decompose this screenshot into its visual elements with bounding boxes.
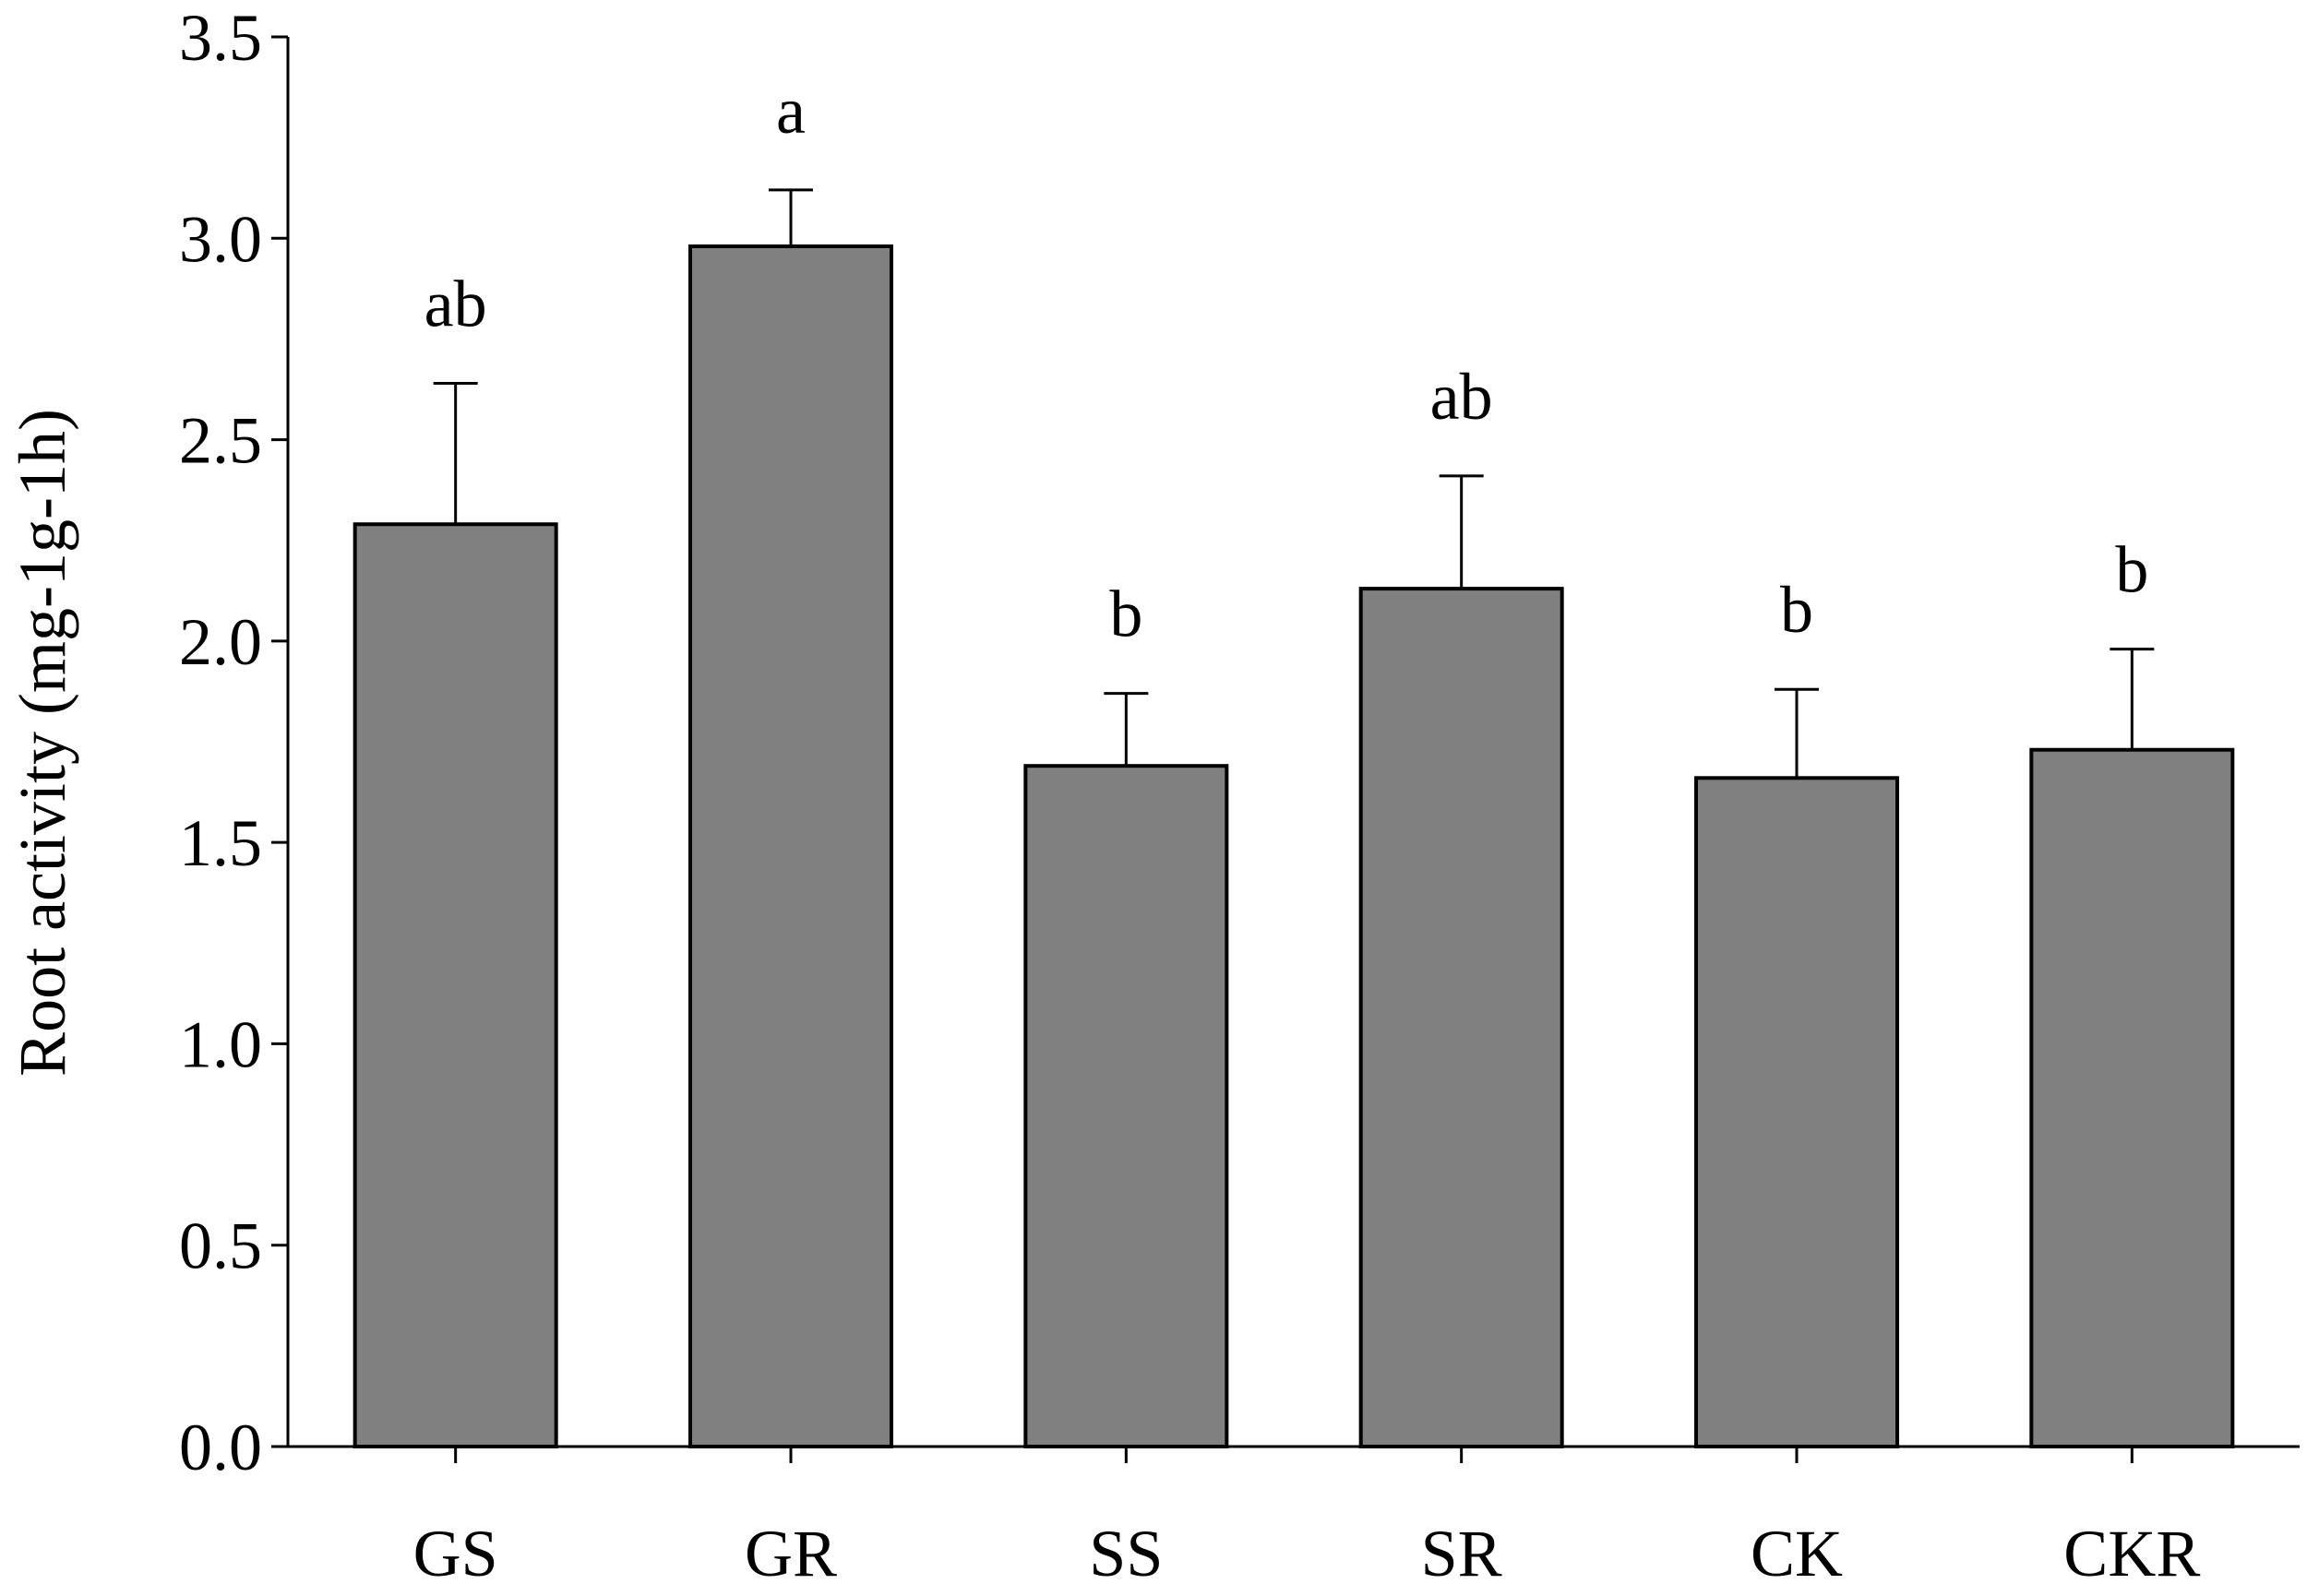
significance-label: ab — [1430, 360, 1493, 434]
y-tick-label: 3.5 — [179, 1, 262, 75]
y-tick-label: 0.5 — [179, 1209, 262, 1283]
significance-label: ab — [424, 267, 487, 340]
significance-label: b — [1780, 573, 1813, 647]
x-category-label: CKR — [2063, 1517, 2200, 1590]
bar-ckr — [2029, 747, 2235, 1448]
significance-label: b — [1109, 578, 1142, 651]
x-category-label: SS — [1089, 1517, 1163, 1590]
x-category-label: GS — [413, 1517, 498, 1590]
y-tick-label: 1.5 — [179, 806, 262, 880]
y-tick-label: 3.0 — [179, 202, 262, 276]
y-tick-label: 0.0 — [179, 1411, 262, 1484]
x-category-label: CK — [1751, 1517, 1843, 1590]
bar-ck — [1694, 776, 1899, 1448]
x-category-label: SR — [1421, 1517, 1502, 1590]
bar-gr — [688, 244, 893, 1449]
y-tick-label: 1.0 — [179, 1007, 262, 1081]
bar-gs — [353, 522, 558, 1448]
significance-label: a — [776, 74, 806, 148]
y-axis-title: Root activity (mg-1g-1h) — [6, 409, 79, 1077]
x-category-label: GR — [745, 1517, 837, 1590]
y-tick-label: 2.0 — [179, 605, 262, 679]
significance-label: b — [2115, 533, 2148, 607]
y-tick-label: 2.5 — [179, 404, 262, 478]
plot-area: 0.0 0.5 1.0 1.5 2.0 2.5 3.0 3.5 ab GS a GR b SS ab SR b C… — [179, 1, 2300, 1590]
bar-ss — [1023, 764, 1229, 1448]
bar-sr — [1358, 587, 1564, 1448]
